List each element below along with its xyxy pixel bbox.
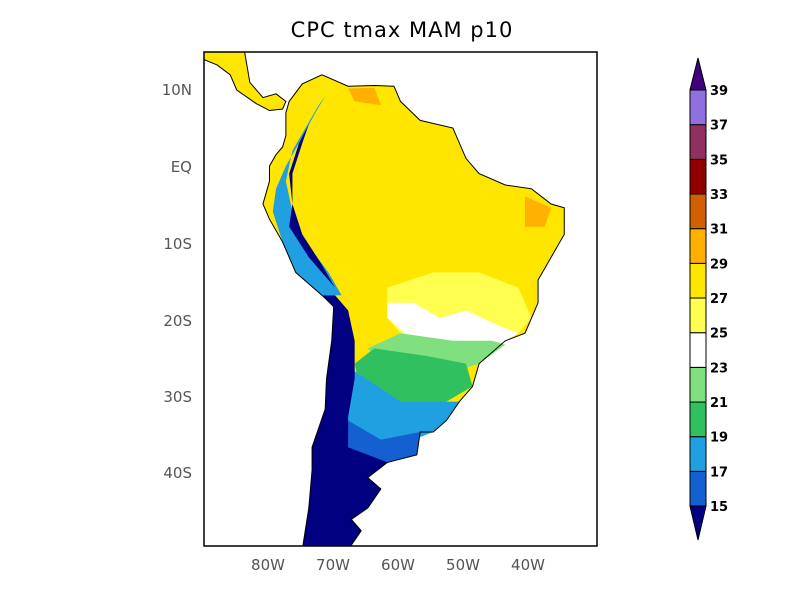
colorbar-label: 33 [710,188,728,203]
colorbar: 15 17 19 21 23 25 27 29 31 33 35 37 39 [689,57,728,541]
central-america-base [204,52,286,111]
map-title: CPC tmax MAM p10 [0,18,800,42]
colorbar-box [689,158,707,195]
title-text: CPC tmax MAM p10 [290,18,514,42]
colorbar-label: 15 [710,500,728,515]
field-below-15 [302,295,388,546]
colorbar-box [689,193,707,230]
colorbar-label: 23 [710,361,728,376]
colorbar-label: 19 [710,431,728,446]
field-31-northeast [524,196,552,227]
lat-label: 40S [163,464,192,482]
field-andes-below-15 [289,124,335,288]
lat-label: 20S [163,312,192,330]
colorbar-box [689,228,707,264]
lon-label: 50W [446,556,480,574]
lat-label: 30S [163,388,192,406]
colorbar-box [689,470,707,507]
colorbar-label: 29 [710,257,728,272]
colorbar-label: 31 [710,223,728,238]
colorbar-box [689,401,707,438]
lon-label: 60W [381,556,415,574]
colorbar-label: 39 [710,84,728,99]
colorbar-box [689,332,707,368]
colorbar-box [689,262,707,299]
map-frame [203,51,598,547]
colorbar-label: 37 [710,119,728,134]
field-andes-17-19 [272,96,342,296]
colorbar-box [689,436,707,472]
lat-label: EQ [171,158,192,176]
colorbar-box [689,89,707,126]
coastline [262,74,565,546]
colorbar-label: 17 [710,465,728,480]
lon-label: 80W [251,556,285,574]
coastline-central-america [204,52,287,112]
map-fields [204,52,565,546]
colorbar-bottom-arrow [689,505,707,541]
colorbar-box [689,124,707,160]
field-31-venezuela [348,87,381,106]
colorbar-box [689,366,707,403]
colorbar-label: 35 [710,153,728,168]
colorbar-top-arrow [689,57,707,91]
colorbar-label: 21 [710,396,728,411]
longitude-labels: 80W 70W 60W 50W 40W [251,556,545,574]
latitude-labels: 10N EQ 10S 20S 30S 40S [162,81,192,482]
colorbar-label: 25 [710,327,728,342]
colorbar-box [689,297,707,334]
field-17-19 [341,371,460,448]
lon-label: 40W [511,556,545,574]
lon-label: 70W [316,556,350,574]
lat-label: 10S [163,235,192,253]
colorbar-label: 27 [710,292,728,307]
lat-label: 10N [162,81,192,99]
